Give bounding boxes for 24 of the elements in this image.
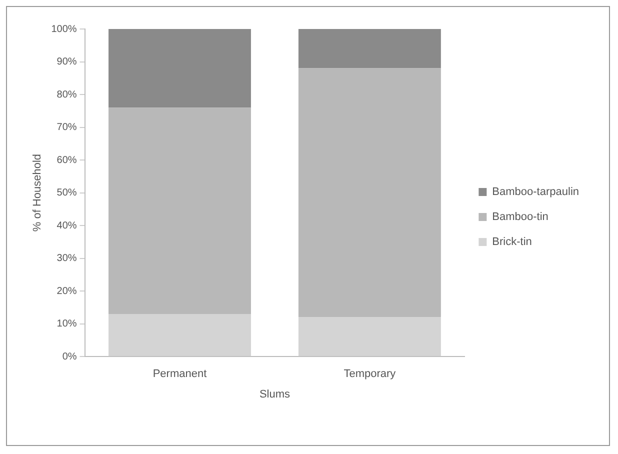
bar xyxy=(108,314,251,356)
y-tick-label: 90% xyxy=(56,56,77,68)
bar xyxy=(108,29,251,108)
x-tick-label: Permanent xyxy=(152,368,207,380)
y-tick-label: 0% xyxy=(62,351,77,362)
legend-label: Bamboo-tin xyxy=(492,211,548,224)
y-tick-label: 10% xyxy=(56,318,77,330)
bar xyxy=(298,317,441,356)
y-tick-label: 80% xyxy=(56,89,77,100)
bar xyxy=(108,108,251,314)
y-tick-label: 50% xyxy=(56,188,77,199)
x-axis-title: Slums xyxy=(259,388,291,400)
y-axis-title: % of Household xyxy=(32,154,44,232)
y-tick-label: 100% xyxy=(51,24,77,35)
y-tick-label: 20% xyxy=(56,286,77,297)
bar xyxy=(298,68,441,318)
x-tick-label: Temporary xyxy=(344,368,396,380)
y-tick-label: 40% xyxy=(56,220,77,232)
legend-label: Brick-tin xyxy=(492,236,532,248)
legend-label: Bamboo-tarpaulin xyxy=(492,186,580,198)
y-tick-label: 60% xyxy=(56,154,77,166)
y-tick-label: 30% xyxy=(56,253,77,264)
bar xyxy=(298,29,441,68)
y-tick-label: 70% xyxy=(56,122,77,134)
